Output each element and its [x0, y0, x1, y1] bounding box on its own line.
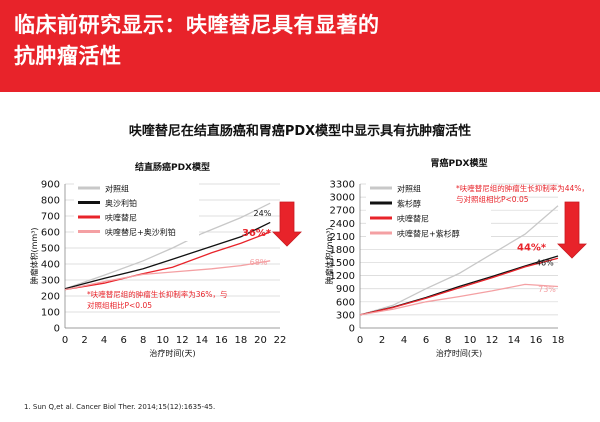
chart2-legend-entry: 呋喹替尼 [397, 214, 429, 224]
chart2-y-tick-label: 1500 [330, 258, 355, 269]
chart2-x-axis-label: 治疗时间(天) [436, 348, 482, 358]
title-banner: 临床前研究显示：呋喹替尼具有显著的 抗肿瘤活性 [0, 0, 600, 92]
chart1-y-tick-label: 500 [41, 244, 60, 255]
chart2-y-tick-label: 2700 [330, 206, 355, 217]
chart1-x-tick-label: 18 [235, 335, 248, 346]
chart1-y-tick-label: 0 [54, 324, 60, 335]
chart1-x-tick-label: 6 [120, 335, 126, 346]
chart1-y-tick-label: 700 [41, 212, 60, 223]
chart1-significance-note: 对照组相比P<0.05 [87, 300, 152, 310]
chart1-inhibition-label: 36%* [242, 228, 272, 239]
chart1-x-tick-label: 14 [195, 335, 208, 346]
chart2-significance-note: 与对照组相比P<0.05 [456, 194, 529, 204]
chart1-inhibition-label: 24% [254, 209, 272, 218]
chart2-y-tick-label: 2400 [330, 219, 355, 230]
chart1-x-tick-label: 10 [156, 335, 169, 346]
chart2-inhibition-label: 46% [536, 259, 554, 268]
chart1-legend-entry: 呋喹替尼+奥沙利铂 [105, 227, 176, 237]
chart1-y-tick-label: 100 [41, 308, 60, 319]
chart1-legend-entry: 对照组 [105, 184, 129, 194]
chart2-x-tick-label: 18 [552, 335, 565, 346]
chart1-x-tick-label: 12 [176, 335, 189, 346]
chart1-series-line [64, 231, 271, 291]
chart2-y-tick-label: 3000 [330, 193, 355, 204]
chart1-y-tick-label: 900 [41, 180, 60, 191]
page-title-line-2: 抗肿瘤活性 [14, 44, 122, 68]
chart1-y-tick-label: 200 [41, 292, 60, 303]
chart1-y-tick-label: 600 [41, 228, 60, 239]
chart2-legend-entry: 对照组 [397, 184, 421, 194]
chart1-x-tick-label: 16 [215, 335, 228, 346]
chart2-y-tick-label: 600 [336, 297, 355, 308]
chart2-x-tick-label: 12 [486, 335, 499, 346]
chart2-title: 胃癌PDX模型 [430, 157, 487, 169]
chart1-inhibition-label: 68% [250, 258, 268, 267]
chart1-y-tick-label: 800 [41, 196, 60, 207]
chart1-series-line [64, 202, 271, 290]
chart2-legend-entry: 紫杉醇 [397, 199, 421, 209]
chart1-x-tick-label: 0 [62, 335, 68, 346]
chart2-y-tick-label: 1800 [330, 245, 355, 256]
chart1-y-axis-label: 肿瘤体积(mm³) [29, 227, 39, 284]
chart2-x-tick-label: 16 [530, 335, 543, 346]
chart1-title: 结直肠癌PDX模型 [135, 161, 210, 173]
chart2-y-tick-label: 300 [336, 310, 355, 321]
chart2-series-line [359, 257, 559, 316]
chart1-significance-note: *呋喹替尼组的肿瘤生长抑制率为36%，与 [87, 289, 227, 299]
chart2-x-tick-label: 0 [357, 335, 363, 346]
chart2-x-tick-label: 14 [508, 335, 521, 346]
page-title: 临床前研究显示：呋喹替尼具有显著的 抗肿瘤活性 [14, 10, 574, 72]
chart1-legend-entry: 奥沙利铂 [105, 198, 137, 208]
chart2-down-arrow-icon [557, 201, 587, 259]
chart2-x-tick-label: 2 [379, 335, 385, 346]
chart2-significance-note: *呋喹替尼组的肿瘤生长抑制率为44%， [456, 183, 589, 193]
chart2-y-tick-label: 3300 [330, 180, 355, 191]
chart1-x-tick-label: 2 [81, 335, 87, 346]
chart2-y-axis-label: 肿瘤体积(mm³) [324, 227, 334, 284]
chart2-x-tick-label: 4 [401, 335, 407, 346]
chart1-x-axis-label: 治疗时间(天) [149, 348, 195, 358]
chart2-inhibition-label: 73% [538, 285, 556, 294]
reference-footnote: 1. Sun Q,et al. Cancer Biol Ther. 2014;1… [24, 403, 216, 411]
page-title-line-1: 临床前研究显示：呋喹替尼具有显著的 [14, 13, 380, 37]
chart2-x-tick-label: 8 [445, 335, 451, 346]
chart2-legend-entry: 呋喹替尼+紫杉醇 [397, 229, 460, 239]
chart1-series-line [64, 260, 271, 291]
chart-subtitle: 呋喹替尼在结直肠癌和胃癌PDX模型中显示具有抗肿瘤活性 [128, 124, 472, 139]
chart2-series-line [359, 283, 559, 316]
chart2-x-tick-label: 6 [423, 335, 429, 346]
chart1-legend-entry: 呋喹替尼 [105, 213, 137, 223]
chart1-x-tick-label: 20 [254, 335, 267, 346]
chart1-y-tick-label: 300 [41, 276, 60, 287]
chart2-inhibition-label: 44%* [517, 242, 547, 253]
chart1-y-tick-label: 400 [41, 260, 60, 271]
chart1-down-arrow-icon [272, 201, 302, 247]
chart2-x-tick-label: 10 [464, 335, 477, 346]
chart1-x-tick-label: 8 [140, 335, 146, 346]
chart2-y-tick-label: 900 [336, 284, 355, 295]
chart1-x-tick-label: 22 [274, 335, 287, 346]
chart2-series-line [359, 205, 559, 316]
chart1-x-tick-label: 4 [101, 335, 107, 346]
chart1-series-line [64, 221, 271, 290]
chart2-y-tick-label: 2100 [330, 232, 355, 243]
chart2-y-tick-label: 0 [349, 324, 355, 335]
chart2-y-tick-label: 1200 [330, 271, 355, 282]
